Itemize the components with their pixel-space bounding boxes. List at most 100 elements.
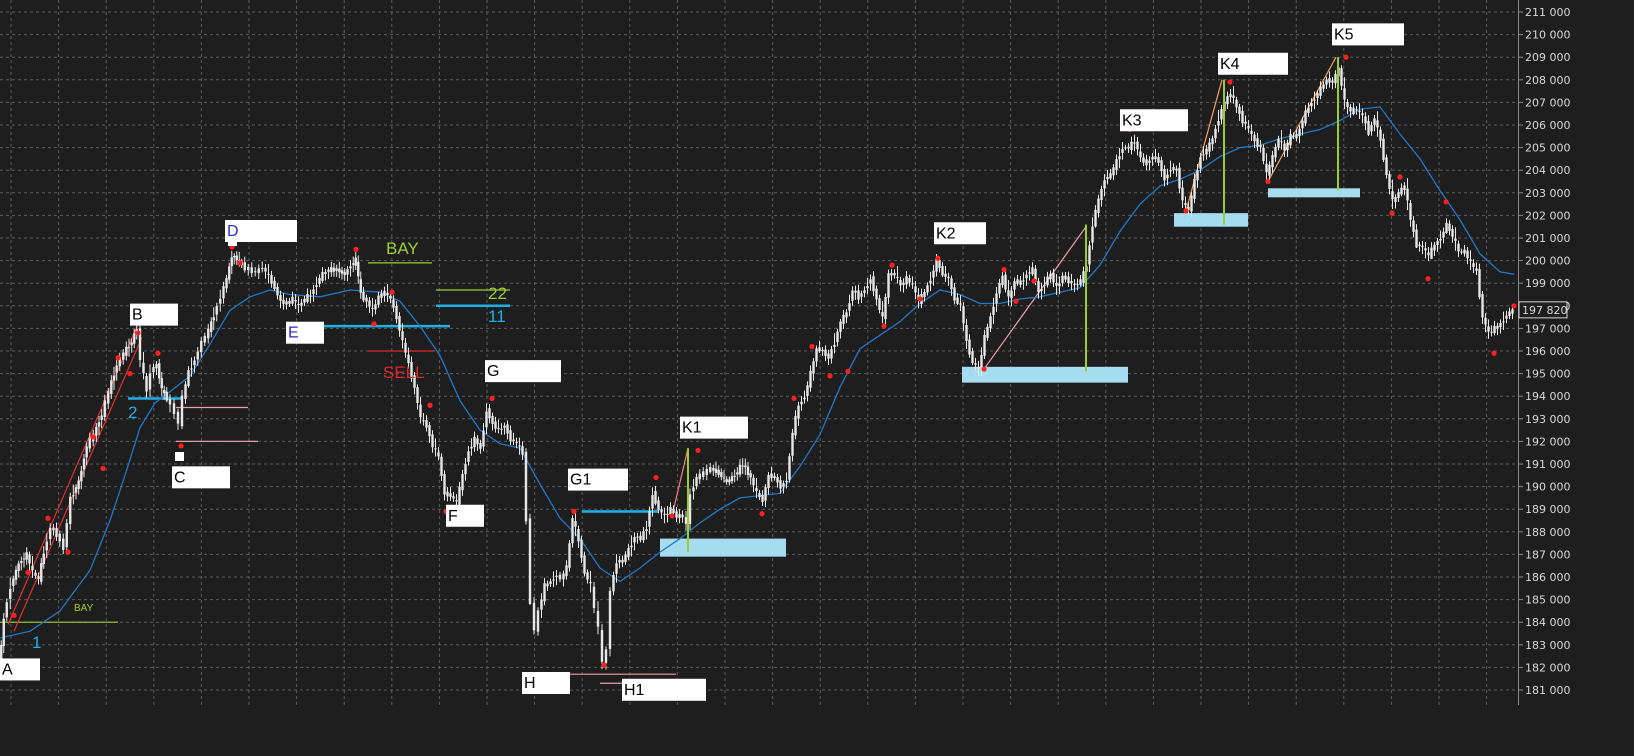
chart-canvas[interactable]: A B C D E F G G1 H H1 K1 K2 K3 K4 K5 BAY 22 11 SELL BAY 1 2	[0, 0, 1518, 705]
axis-tick-label: 193 000	[1525, 413, 1571, 426]
price-bar-body	[830, 349, 833, 359]
price-bar-body	[968, 339, 971, 355]
price-bar-body	[58, 533, 61, 542]
price-bar-body	[1136, 141, 1139, 150]
price-bar-body	[615, 563, 618, 574]
price-bar-body	[72, 495, 75, 497]
price-bar-body	[833, 344, 836, 347]
price-bar-body	[291, 296, 294, 304]
signal-text-buy: BAY	[74, 603, 94, 614]
point-label-box	[0, 658, 40, 681]
price-bar-body	[1040, 288, 1043, 292]
pivot-dot	[1227, 79, 1233, 85]
price-bar-body	[821, 349, 824, 352]
price-axis-canvas: 211 000 210 000 209 000 208 000 207 000 206 0…	[1518, 0, 1571, 705]
price-bar-body	[1280, 141, 1283, 143]
pivot-dot	[1511, 303, 1517, 309]
price-bar-body	[962, 306, 965, 324]
pivot-dot	[759, 511, 765, 517]
price-bar-body	[1442, 231, 1445, 238]
price-bar-body	[1199, 157, 1202, 169]
price-bar-body	[1061, 275, 1064, 283]
target-zone	[1174, 213, 1248, 227]
price-bar-body	[797, 405, 800, 419]
price-bar-body	[565, 565, 568, 577]
signal-text-buy: BAY	[386, 239, 419, 258]
price-bar-body	[1181, 187, 1184, 201]
price-bar-body	[1445, 222, 1448, 233]
price-bar-body	[1184, 203, 1187, 206]
price-bar-body	[294, 300, 297, 302]
price-bar-body	[899, 279, 902, 286]
price-bar-body	[380, 293, 383, 298]
price-bar-body	[681, 514, 684, 518]
price-bar-body	[1121, 149, 1124, 153]
price-bar-body	[25, 552, 28, 560]
price-bar-body	[371, 307, 374, 309]
price-bar-body	[309, 295, 312, 297]
price-bar-body	[467, 451, 470, 463]
price-bar-body	[176, 411, 180, 424]
point-label-b: B	[132, 307, 143, 324]
price-bar-body	[600, 630, 604, 662]
price-bar-body	[321, 271, 324, 281]
pivot-dot	[65, 549, 71, 555]
price-bar-body	[509, 430, 512, 442]
price-bar-body	[288, 300, 291, 304]
price-bar-body	[854, 290, 857, 293]
price-bar-body	[989, 316, 992, 329]
price-bar-body	[974, 363, 977, 365]
price-bar-body	[1037, 281, 1040, 293]
price-bar-body	[1475, 268, 1478, 271]
price-bar-body	[95, 426, 98, 436]
price-bar-body	[618, 559, 621, 563]
price-bar-body	[1481, 294, 1484, 318]
price-bar-body	[1262, 147, 1265, 161]
price-bar-body	[425, 420, 428, 428]
price-bar-body	[779, 480, 782, 489]
price-bar-body	[110, 380, 113, 395]
pivot-dot	[1183, 208, 1189, 214]
current-price-tag	[1518, 301, 1568, 319]
price-bar-body	[458, 486, 461, 505]
price-bar-body	[1508, 311, 1511, 316]
pivot-dot	[601, 662, 607, 668]
point-label-h: H	[524, 675, 536, 692]
price-bar-body	[190, 368, 193, 370]
price-bar-body	[1151, 157, 1154, 160]
pivot-dot	[127, 371, 133, 377]
price-bar-body	[1277, 138, 1280, 148]
price-bar-body	[1346, 102, 1349, 108]
price-bar-body	[608, 590, 612, 649]
target-zone	[660, 538, 786, 557]
price-bar-body	[709, 467, 712, 473]
price-bar-body	[705, 468, 708, 475]
grid	[0, 0, 1518, 705]
price-bar-body	[1328, 78, 1331, 83]
price-bar-body	[986, 326, 989, 338]
price-chart[interactable]: A B C D E F G G1 H H1 K1 K2 K3 K4 K5 BAY 22 11 SELL BAY 1 2	[0, 0, 1518, 705]
price-bar-body	[62, 538, 65, 550]
point-label-g: G	[487, 363, 499, 380]
price-bar-body	[464, 463, 467, 475]
point-label-f: F	[448, 508, 458, 525]
price-bar-body	[434, 448, 437, 450]
price-bar-body	[621, 559, 624, 563]
price-bar-body	[297, 304, 300, 306]
signal-text-cyan: 1	[32, 633, 41, 652]
price-bar-body	[1313, 99, 1316, 101]
trend-line	[671, 448, 689, 517]
axis-tick-label: 189 000	[1525, 503, 1571, 516]
pivot-dot	[489, 395, 495, 402]
price-bar-body	[648, 510, 651, 527]
price-bar-body	[1292, 135, 1295, 137]
axis-tick-label: 195 000	[1525, 368, 1571, 381]
price-bar-body	[773, 475, 776, 479]
price-bar-body	[1022, 280, 1025, 282]
axis-tick-label: 191 000	[1525, 458, 1571, 471]
price-bar-body	[1127, 146, 1130, 149]
price-axis[interactable]: 211 000 210 000 209 000 208 000 207 000 206 0…	[1518, 0, 1634, 705]
price-bar-body	[965, 325, 968, 341]
price-bar-body	[555, 575, 558, 578]
price-bar-body	[642, 531, 645, 541]
